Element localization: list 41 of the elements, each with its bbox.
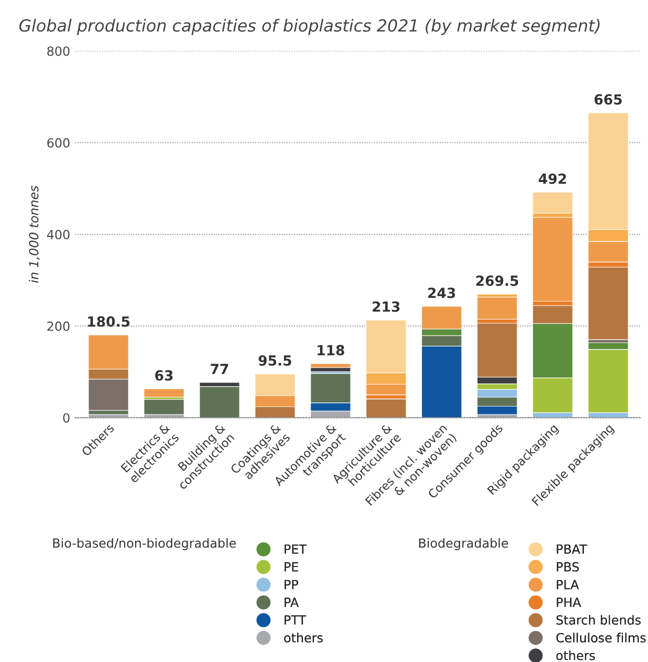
legend-title: Bio-based/non-biodegradable	[53, 538, 236, 550]
legend-label: PBS	[556, 562, 579, 572]
y-tick-label: 200	[47, 322, 70, 331]
bar	[476, 296, 518, 320]
legend-label: others	[556, 650, 595, 660]
legend-label: PE	[284, 562, 298, 572]
legend-label: Starch blends	[556, 615, 641, 625]
bar	[310, 363, 351, 368]
chart-title: Global production capacities of bioplastics 2021 (by market segment)	[19, 18, 600, 35]
legend-label: PBAT	[556, 544, 588, 554]
legend-label: PP	[284, 580, 298, 590]
legend-label: Cellulose films	[556, 632, 646, 642]
total-label: 118	[318, 344, 344, 356]
y-tick-label: 800	[47, 46, 70, 56]
bar	[588, 266, 628, 340]
total-label: 180.5	[88, 316, 130, 327]
bar	[532, 192, 573, 214]
y-tick-label: 400	[47, 230, 70, 240]
bar	[532, 217, 573, 302]
bar	[144, 399, 184, 415]
total-label: 269.5	[476, 275, 518, 286]
total-label: 213	[372, 301, 400, 312]
total-label: 492	[538, 173, 566, 184]
total-label: 63	[155, 370, 173, 381]
bar	[366, 398, 406, 418]
legend-label: others	[284, 632, 323, 642]
total-label: 77	[210, 364, 228, 374]
total-label: 95.5	[258, 355, 292, 366]
total-label: 243	[428, 288, 456, 298]
legend-label: PLA	[556, 580, 579, 590]
text: Biodegradable	[419, 538, 508, 550]
bar	[199, 386, 240, 418]
bar	[144, 388, 184, 398]
y-axis-title: in 1,000 tonnes	[28, 186, 40, 283]
y-tick-label: 0	[63, 413, 70, 423]
total-label: 665	[594, 94, 622, 105]
legend-label: PTT	[284, 615, 306, 625]
legend-label: PA	[284, 598, 299, 607]
legend-label: PET	[284, 544, 307, 554]
legend-label: PHA	[556, 598, 582, 607]
y-tick-label: 600	[47, 138, 70, 148]
